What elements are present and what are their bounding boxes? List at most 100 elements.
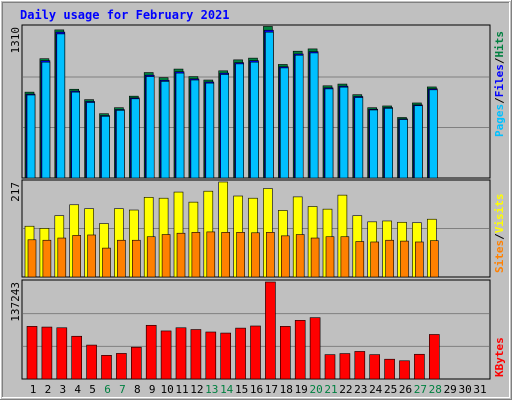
x-tick-label: 8	[134, 383, 141, 396]
x-tick-label: 26	[399, 383, 412, 396]
x-tick-label: 14	[220, 383, 234, 396]
x-tick-label: 24	[369, 383, 383, 396]
bar-sites	[206, 231, 216, 278]
bar-sites	[266, 232, 275, 278]
bar-pages	[145, 76, 155, 179]
x-tick-label: 15	[235, 383, 248, 396]
bar-kbytes	[71, 335, 82, 380]
x-tick-label: 12	[190, 383, 203, 396]
bar-kbytes	[265, 281, 276, 380]
legend-sites: Sites	[493, 240, 506, 273]
x-tick-label: 30	[458, 383, 471, 396]
bar-kbytes	[339, 353, 351, 380]
legend-sep-2: /	[493, 57, 506, 64]
legend-top: Pages/Files/Hits	[493, 31, 506, 137]
bar-kbytes	[116, 353, 127, 380]
bar-pages	[339, 86, 349, 179]
bar-sites	[400, 240, 409, 278]
bar-pages	[160, 81, 170, 179]
bar-sites	[161, 234, 171, 278]
bar-kbytes	[41, 326, 53, 380]
x-tick-label: 7	[119, 383, 126, 396]
bar-pages	[399, 119, 408, 179]
bar-sites	[251, 232, 260, 278]
x-tick-label: 6	[104, 383, 111, 396]
legend-mid: Sites/Visits	[493, 194, 506, 274]
x-tick-label: 19	[295, 383, 308, 396]
bar-kbytes	[131, 346, 142, 380]
bar-pages	[250, 61, 259, 179]
x-tick-label: 5	[89, 383, 96, 396]
x-tick-label: 21	[324, 383, 337, 396]
x-tick-label: 22	[339, 383, 352, 396]
x-tick-label: 29	[444, 383, 457, 396]
bar-sites	[340, 236, 350, 278]
x-tick-label: 4	[74, 383, 81, 396]
bar-kbytes	[428, 334, 440, 380]
bar-sites	[117, 239, 126, 278]
legend-kbytes: KBytes	[493, 337, 506, 377]
bar-pages	[384, 108, 393, 179]
bar-pages	[414, 105, 423, 179]
bar-sites	[310, 237, 320, 278]
legend-hits: Hits	[493, 31, 506, 58]
bar-kbytes	[414, 353, 425, 380]
bar-kbytes	[369, 354, 381, 380]
bar-kbytes	[101, 355, 112, 380]
bar-kbytes	[26, 326, 38, 380]
bar-pages	[235, 63, 244, 179]
x-tick-label: 27	[414, 383, 427, 396]
x-tick-label: 20	[309, 383, 322, 396]
bar-pages	[131, 98, 140, 179]
bar-kbytes	[145, 324, 157, 380]
x-tick-label: 23	[354, 383, 367, 396]
bar-kbytes	[294, 320, 306, 380]
bar-kbytes	[86, 344, 97, 380]
bar-pages	[369, 109, 379, 179]
bar-kbytes	[205, 331, 217, 380]
bar-pages	[279, 67, 289, 179]
x-tick-label: 11	[175, 383, 188, 396]
x-tick-label: 13	[205, 383, 218, 396]
legend-sep-3: /	[493, 233, 506, 240]
bar-sites	[429, 240, 439, 278]
bar-sites	[221, 232, 230, 278]
bar-kbytes	[220, 332, 231, 380]
bar-pages	[175, 72, 185, 179]
bar-sites	[176, 232, 186, 278]
bar-sites	[27, 239, 37, 278]
bar-pages	[190, 79, 200, 179]
bar-kbytes	[384, 358, 395, 380]
x-tick-label: 3	[59, 383, 66, 396]
bar-pages	[294, 54, 304, 179]
bar-sites	[42, 239, 52, 278]
bar-pages	[428, 89, 438, 179]
bar-sites	[325, 236, 335, 278]
bar-kbytes	[56, 327, 68, 380]
bar-pages	[324, 88, 334, 179]
legend-visits: Visits	[493, 194, 506, 234]
bar-kbytes	[279, 326, 291, 380]
x-tick-label: 18	[280, 383, 293, 396]
bar-pages	[309, 52, 319, 179]
bar-sites	[415, 241, 424, 278]
bar-kbytes	[309, 317, 321, 380]
bar-sites	[132, 239, 141, 278]
x-tick-label: 9	[149, 383, 156, 396]
ymax-label-hits: 1310	[9, 27, 22, 54]
bar-kbytes	[190, 329, 202, 380]
bar-sites	[57, 237, 67, 278]
x-tick-label: 31	[473, 383, 486, 396]
bar-sites	[280, 235, 290, 278]
x-tick-label: 17	[265, 383, 278, 396]
bar-pages	[220, 74, 229, 179]
legend-pages: Pages	[493, 104, 506, 137]
bar-kbytes	[160, 330, 172, 380]
bar-pages	[354, 97, 364, 179]
bar-pages	[71, 91, 80, 179]
legend-files: Files	[493, 64, 506, 97]
bar-pages	[86, 102, 95, 179]
bar-kbytes	[354, 351, 366, 380]
x-tick-label: 1	[30, 383, 37, 396]
